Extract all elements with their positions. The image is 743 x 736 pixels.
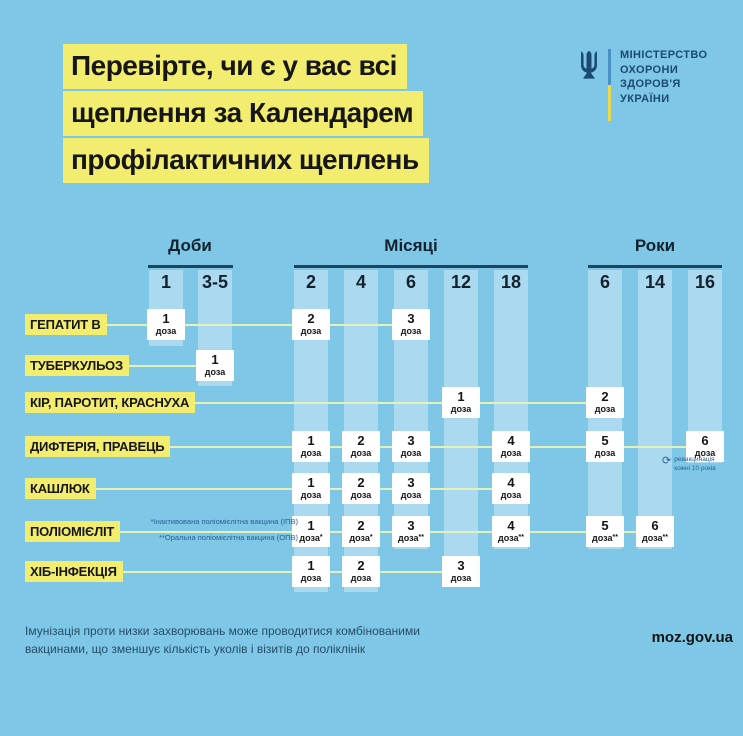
- polio-vaccine-footnotes: *Інактивована поліомієлітна вакцина (ІПВ…: [150, 517, 298, 542]
- column-group-label: Доби: [168, 236, 212, 255]
- dose-box: 2 доза: [586, 387, 624, 418]
- dose-box: 3 доза: [442, 556, 480, 587]
- column-group-underline: [294, 265, 528, 268]
- dose-box: 3 доза: [392, 431, 430, 462]
- dose-box: 2 доза: [342, 431, 380, 462]
- dose-box: 1 доза: [147, 309, 185, 340]
- website-url: moz.gov.ua: [651, 629, 733, 646]
- row-label: КАШЛЮК: [25, 478, 96, 499]
- dose-box: 5 доза: [586, 431, 624, 462]
- footer-note-line-2: вакцинами, що зменшує кількість уколів і…: [25, 642, 366, 656]
- revaccination-note: ⟳ ревакцинація кожні 10 років: [662, 456, 716, 473]
- dose-box: 1 доза: [442, 387, 480, 418]
- row-label: ГЕПАТИТ В: [25, 314, 107, 335]
- column-stripe: [444, 270, 478, 585]
- column-header: 16: [694, 272, 716, 292]
- title-line-2: щеплення за Календарем: [63, 91, 424, 136]
- logo-divider: [608, 49, 611, 121]
- row-line: [28, 488, 511, 490]
- trident-icon: [577, 50, 601, 89]
- dose-box: 3 доза: [392, 309, 430, 340]
- dose-box: 1 доза: [196, 350, 234, 381]
- row-label: ХІБ-ІНФЕКЦІЯ: [25, 561, 123, 582]
- dose-box: 5 доза**: [586, 516, 624, 547]
- ministry-logo: МІНІСТЕРСТВО ОХОРОНИ ЗДОРОВ'Я УКРАЇНИ: [577, 48, 707, 121]
- dose-box: 2 доза: [342, 473, 380, 504]
- dose-box: 2 доза*: [342, 516, 380, 547]
- column-header: 14: [644, 272, 666, 292]
- column-header: 1: [160, 272, 171, 292]
- title-line-3: профілактичних щеплень: [63, 138, 429, 183]
- dose-box: 6 доза: [686, 431, 724, 462]
- footer-note-line-1: Імунізація проти низки захворювань може …: [25, 624, 420, 638]
- dose-box: 1 доза*: [292, 516, 330, 547]
- dose-box: 4 доза: [492, 431, 530, 462]
- row-line: [28, 571, 461, 573]
- page-title: Перевірте, чи є у вас всі щеплення за Ка…: [63, 44, 429, 185]
- column-header: 3-5: [201, 272, 228, 292]
- column-group-label: Роки: [634, 236, 676, 255]
- column-header: 18: [500, 272, 522, 292]
- dose-box: 3 доза**: [392, 516, 430, 547]
- dose-box: 1 доза: [292, 431, 330, 462]
- column-group-underline: [588, 265, 722, 268]
- ministry-name: МІНІСТЕРСТВО ОХОРОНИ ЗДОРОВ'Я УКРАЇНИ: [620, 48, 707, 106]
- dose-box: 4 доза: [492, 473, 530, 504]
- column-header: 4: [355, 272, 366, 292]
- title-line-1: Перевірте, чи є у вас всі: [63, 44, 407, 89]
- row-line: [28, 402, 605, 404]
- ministry-name-line: УКРАЇНИ: [620, 92, 670, 105]
- ministry-name-line: ЗДОРОВ'Я: [620, 78, 681, 90]
- ministry-name-line: МІНІСТЕРСТВО: [620, 49, 708, 61]
- row-label: ДИФТЕРІЯ, ПРАВЕЦЬ: [25, 436, 171, 457]
- column-stripe: [638, 270, 672, 549]
- row-label: ПОЛІОМІЄЛІТ: [25, 521, 121, 542]
- dose-box: 1 доза: [292, 473, 330, 504]
- ministry-name-line: ОХОРОНИ: [620, 63, 679, 76]
- dose-box: 4 доза**: [492, 516, 530, 547]
- row-label: ТУБЕРКУЛЬОЗ: [25, 355, 129, 376]
- revaccination-text: ревакцинація кожні 10 років: [674, 456, 716, 472]
- column-header: 12: [450, 272, 472, 292]
- footer-note: Імунізація проти низки захворювань може …: [25, 622, 420, 658]
- dose-box: 2 доза: [292, 309, 330, 340]
- dose-box: 2 доза: [342, 556, 380, 587]
- column-stripe: [688, 270, 722, 463]
- row-line: [28, 324, 411, 326]
- column-header: 6: [599, 272, 610, 292]
- dose-box: 6 доза**: [636, 516, 674, 547]
- column-header: 6: [405, 272, 416, 292]
- refresh-icon: ⟳: [662, 455, 672, 467]
- column-header: 2: [305, 272, 316, 292]
- row-line: [28, 531, 655, 533]
- column-group-underline: [148, 265, 233, 268]
- dose-box: 1 доза: [292, 556, 330, 587]
- column-stripe: [494, 270, 528, 549]
- column-group-label: Місяці: [384, 236, 438, 255]
- row-label: КІР, ПАРОТИТ, КРАСНУХА: [25, 392, 196, 413]
- dose-box: 3 доза: [392, 473, 430, 504]
